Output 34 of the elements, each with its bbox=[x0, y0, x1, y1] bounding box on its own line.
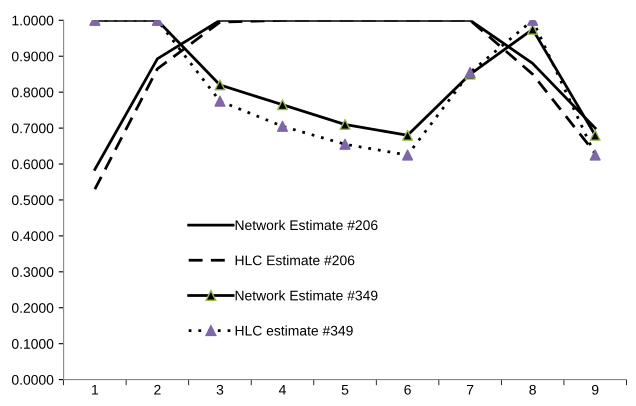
point bbox=[276, 99, 288, 110]
point bbox=[590, 130, 601, 141]
point bbox=[214, 96, 226, 107]
y-tick-label: 0.6000 bbox=[12, 159, 54, 170]
x-tick-label: 5 bbox=[342, 384, 348, 395]
y-tick-label: 0.4000 bbox=[12, 231, 54, 242]
y-tick-label: 0.1000 bbox=[12, 339, 54, 349]
x-tick-label: 7 bbox=[466, 384, 474, 395]
legend-label: HLC Estimate #206 bbox=[236, 255, 354, 266]
y-tick-label: 1.0000 bbox=[12, 16, 54, 26]
x-tick-label: 1 bbox=[92, 384, 98, 395]
point bbox=[402, 130, 414, 141]
x-tick-label: 9 bbox=[592, 384, 598, 395]
x-tick-label: 8 bbox=[529, 384, 536, 395]
y-tick-label: 0.3000 bbox=[12, 267, 54, 277]
point bbox=[402, 149, 414, 161]
point bbox=[276, 120, 288, 132]
y-tick-label: 0.5000 bbox=[12, 195, 54, 206]
x-tick-label: 6 bbox=[404, 384, 411, 395]
point bbox=[339, 118, 351, 130]
y-tick-label: 0.2000 bbox=[12, 303, 54, 313]
y-tick-label: 0.9000 bbox=[12, 52, 54, 62]
x-tick-label: 2 bbox=[154, 384, 161, 395]
legend-label: Network Estimate #349 bbox=[236, 290, 378, 300]
x-tick-label: 4 bbox=[278, 384, 286, 395]
point bbox=[339, 138, 351, 150]
legend-label: Network Estimate #206 bbox=[236, 220, 378, 230]
y-tick-label: 0.8000 bbox=[12, 87, 54, 98]
point bbox=[590, 149, 601, 161]
legend-label: HLC estimate #349 bbox=[236, 325, 353, 336]
y-tick-label: 0.0000 bbox=[12, 374, 54, 385]
point bbox=[214, 79, 226, 91]
x-tick-label: 3 bbox=[216, 384, 224, 395]
y-tick-label: 0.7000 bbox=[12, 123, 54, 134]
